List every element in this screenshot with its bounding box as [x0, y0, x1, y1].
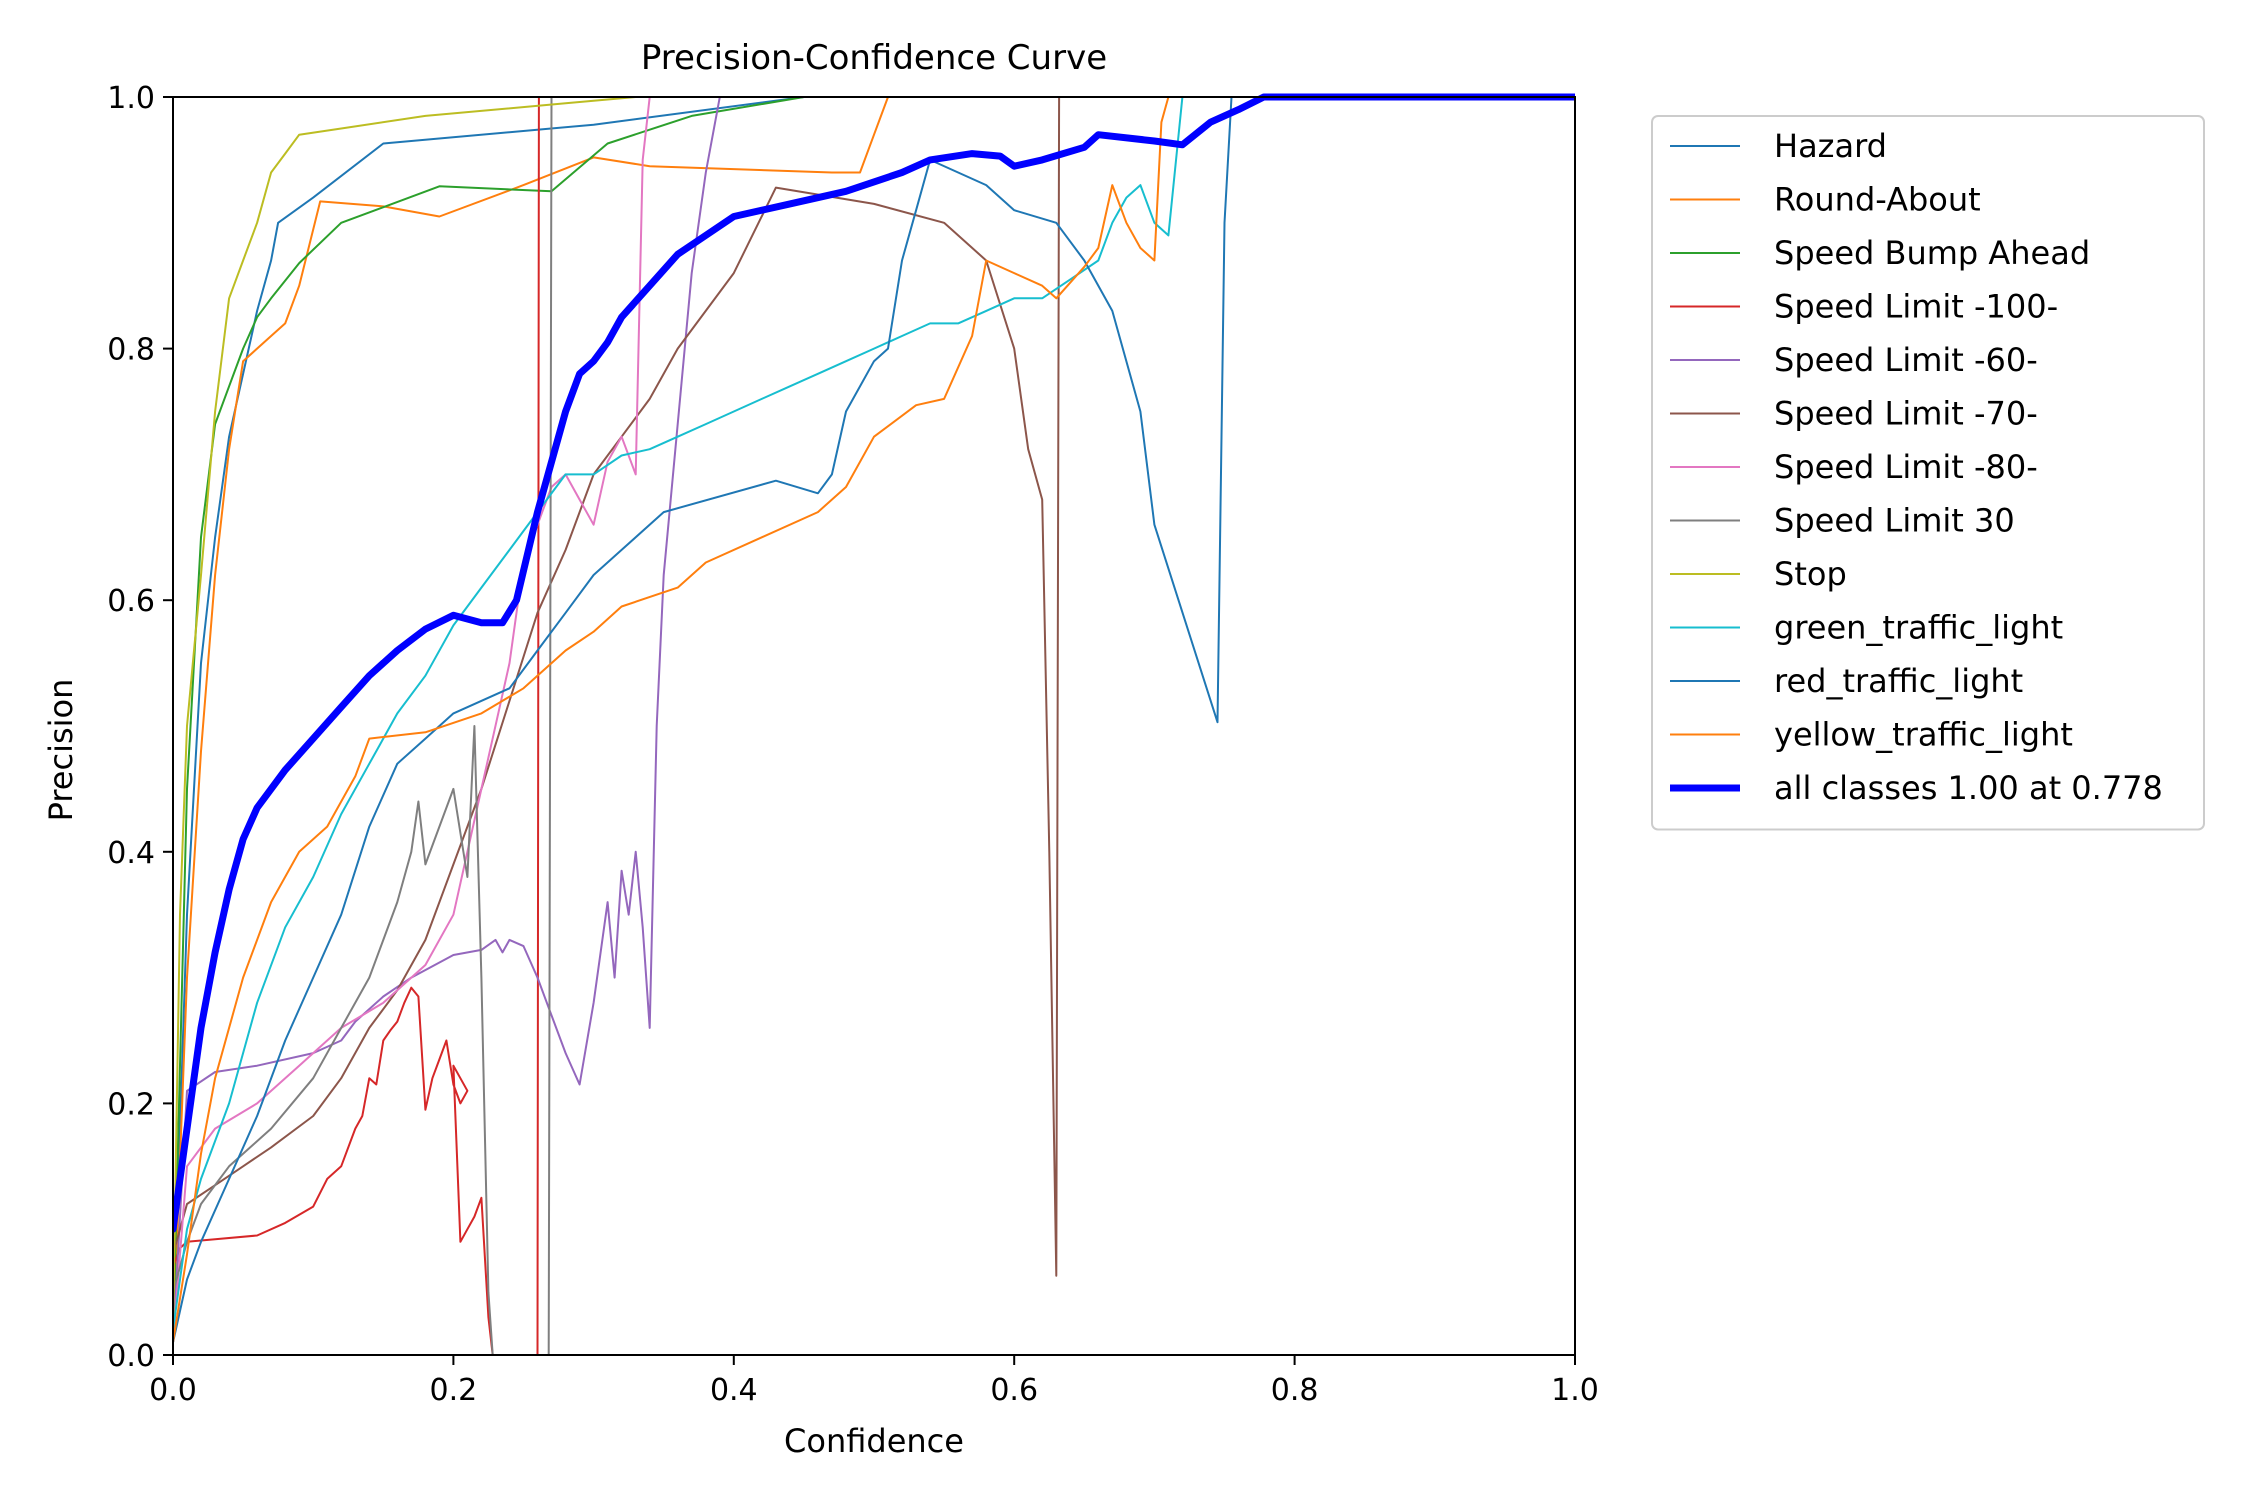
- axes-frame: [172, 96, 1576, 1356]
- y-axis-label: Precision: [42, 679, 80, 822]
- legend-label: Speed Limit -60-: [1774, 341, 2038, 379]
- axis-ticks: 0.0 0.2 0.4 0.6 0.8 1.0 0.0 0.2 0.4 0.6 0.8 1.0: [107, 81, 1599, 1408]
- plot-lines: [173, 93, 1575, 1356]
- series-line-8: [173, 96, 1575, 1331]
- y-tick-label: 1.0: [107, 81, 155, 116]
- legend-label: all classes 1.00 at 0.778: [1774, 769, 2163, 807]
- legend: Hazard Round-About Speed Bump Ahead Speed L…: [1651, 115, 2205, 831]
- legend-label: Round-About: [1774, 181, 1981, 219]
- x-tick-label: 0.2: [430, 1373, 478, 1408]
- axes-border: [172, 96, 1576, 1356]
- series-line-3: [173, 96, 1575, 1356]
- x-tick-label: 0.0: [149, 1373, 197, 1408]
- legend-label: Speed Bump Ahead: [1774, 234, 2090, 272]
- x-tick-label: 0.4: [710, 1373, 758, 1408]
- series-line-2: [173, 96, 1575, 1344]
- y-tick-label: 0.0: [107, 1339, 155, 1374]
- series-line-11: [173, 96, 1575, 1344]
- legend-label: red_traffic_light: [1774, 662, 2023, 700]
- legend-label: Speed Limit -100-: [1774, 288, 2058, 326]
- series-line-10: [173, 96, 1575, 1344]
- series-line-6: [173, 96, 1575, 1344]
- y-tick-label: 0.4: [107, 836, 155, 871]
- series-line-7: [173, 96, 1575, 1356]
- x-tick-label: 0.6: [990, 1373, 1038, 1408]
- series-line-5: [173, 96, 1575, 1277]
- series-line-1: [173, 96, 1575, 1344]
- y-tick-label: 0.2: [107, 1087, 155, 1122]
- legend-label: Stop: [1774, 555, 1847, 593]
- series-line-9: [173, 96, 1575, 1331]
- legend-box: [1651, 115, 2205, 831]
- legend-label: green_traffic_light: [1774, 609, 2063, 647]
- legend-label: yellow_traffic_light: [1774, 716, 2073, 754]
- y-tick-label: 0.6: [107, 584, 155, 619]
- x-axis-label: Confidence: [784, 1422, 964, 1460]
- series-line-4: [173, 96, 1575, 1344]
- chart-title: Precision-Confidence Curve: [641, 38, 1107, 78]
- x-tick-label: 1.0: [1551, 1373, 1599, 1408]
- x-tick-label: 0.8: [1271, 1373, 1319, 1408]
- legend-label: Speed Limit 30: [1774, 502, 2015, 540]
- legend-label: Hazard: [1774, 127, 1887, 165]
- y-tick-label: 0.8: [107, 333, 155, 368]
- legend-label: Speed Limit -70-: [1774, 395, 2038, 433]
- series-line-12: [173, 93, 1575, 1233]
- series-line-0: [173, 96, 1575, 1344]
- legend-label: Speed Limit -80-: [1774, 448, 2038, 486]
